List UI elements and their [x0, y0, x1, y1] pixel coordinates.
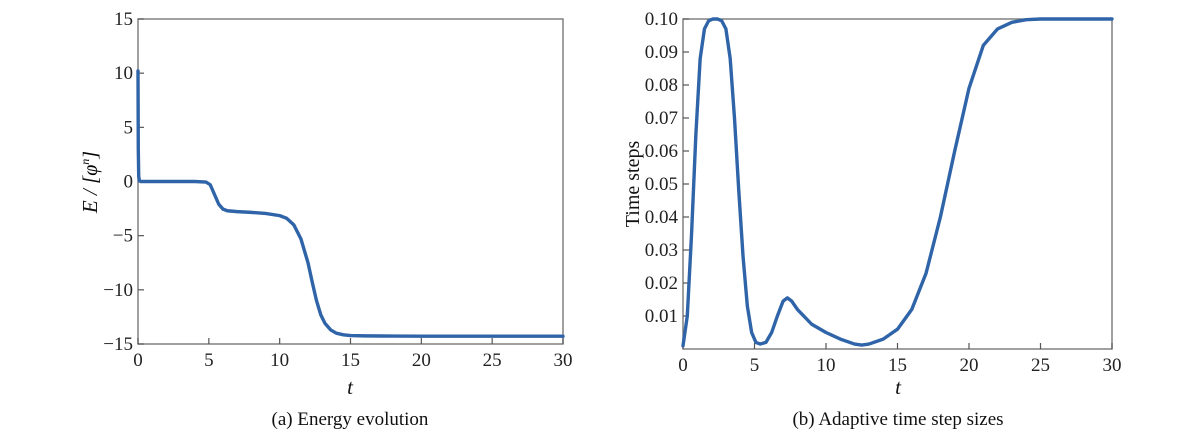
y-tick-label: 0 [124, 172, 134, 193]
x-tick-label: 25 [483, 350, 502, 371]
y-tick-label: 15 [114, 9, 133, 30]
x-tick-label: 10 [270, 350, 289, 371]
y-tick-label: 0.01 [645, 306, 678, 327]
x-tick-label: 30 [1103, 355, 1122, 376]
energy-evolution-panel: 0 5 10 15 20 25 30 15 10 5 0 −5 −10 −15 t E / [φn] (a… [78, 9, 573, 430]
y-tick-label: 5 [124, 117, 134, 138]
plot-a-ticks: 0 5 10 15 20 25 30 15 10 5 0 −5 −10 −15 [103, 9, 572, 371]
plot-a-x-axis-label: t [347, 375, 354, 399]
y-tick-label: 0.09 [645, 42, 678, 63]
time-step-panel: 0 5 10 15 20 25 30 0.10 0.09 0.08 0.07 0.06 0.05 0.04… [622, 9, 1122, 430]
x-tick-label: 25 [1031, 355, 1050, 376]
time-step-series-line [681, 17, 1114, 348]
y-tick-label: 0.02 [645, 273, 678, 294]
x-tick-label: 15 [341, 350, 360, 371]
x-tick-label: 20 [412, 350, 431, 371]
y-tick-label: 0.05 [645, 174, 678, 195]
y-tick-label: 0.10 [645, 9, 678, 30]
x-tick-label: 20 [960, 355, 979, 376]
x-tick-label: 15 [888, 355, 907, 376]
energy-series-line [136, 69, 565, 338]
plot-b-ticks: 0 5 10 15 20 25 30 0.10 0.09 0.08 0.07 0.06 0.05 0.04… [645, 9, 1122, 376]
plot-b-caption: (b) Adaptive time step sizes [792, 409, 1003, 430]
x-tick-label: 5 [204, 350, 214, 371]
plot-a-y-axis-label: E / [φn] [78, 151, 102, 214]
plot-a-caption: (a) Energy evolution [272, 409, 429, 430]
x-tick-label: 10 [817, 355, 836, 376]
x-tick-label: 0 [133, 350, 143, 371]
plot-b-x-axis-label: t [895, 375, 902, 399]
x-tick-label: 30 [554, 350, 573, 371]
y-tick-label: −5 [113, 226, 133, 247]
y-tick-label: 0.04 [645, 207, 679, 228]
y-tick-label: 0.08 [645, 75, 678, 96]
plot-b-y-axis-label: Time steps [622, 141, 644, 228]
y-tick-label: 0.07 [645, 108, 678, 129]
x-tick-label: 5 [750, 355, 760, 376]
y-tick-label: 0.06 [645, 141, 678, 162]
y-tick-label: 0.03 [645, 240, 678, 261]
x-tick-label: 0 [678, 355, 688, 376]
y-tick-label: 10 [114, 63, 133, 84]
y-tick-label: −15 [103, 334, 133, 355]
y-tick-label: −10 [103, 280, 133, 301]
